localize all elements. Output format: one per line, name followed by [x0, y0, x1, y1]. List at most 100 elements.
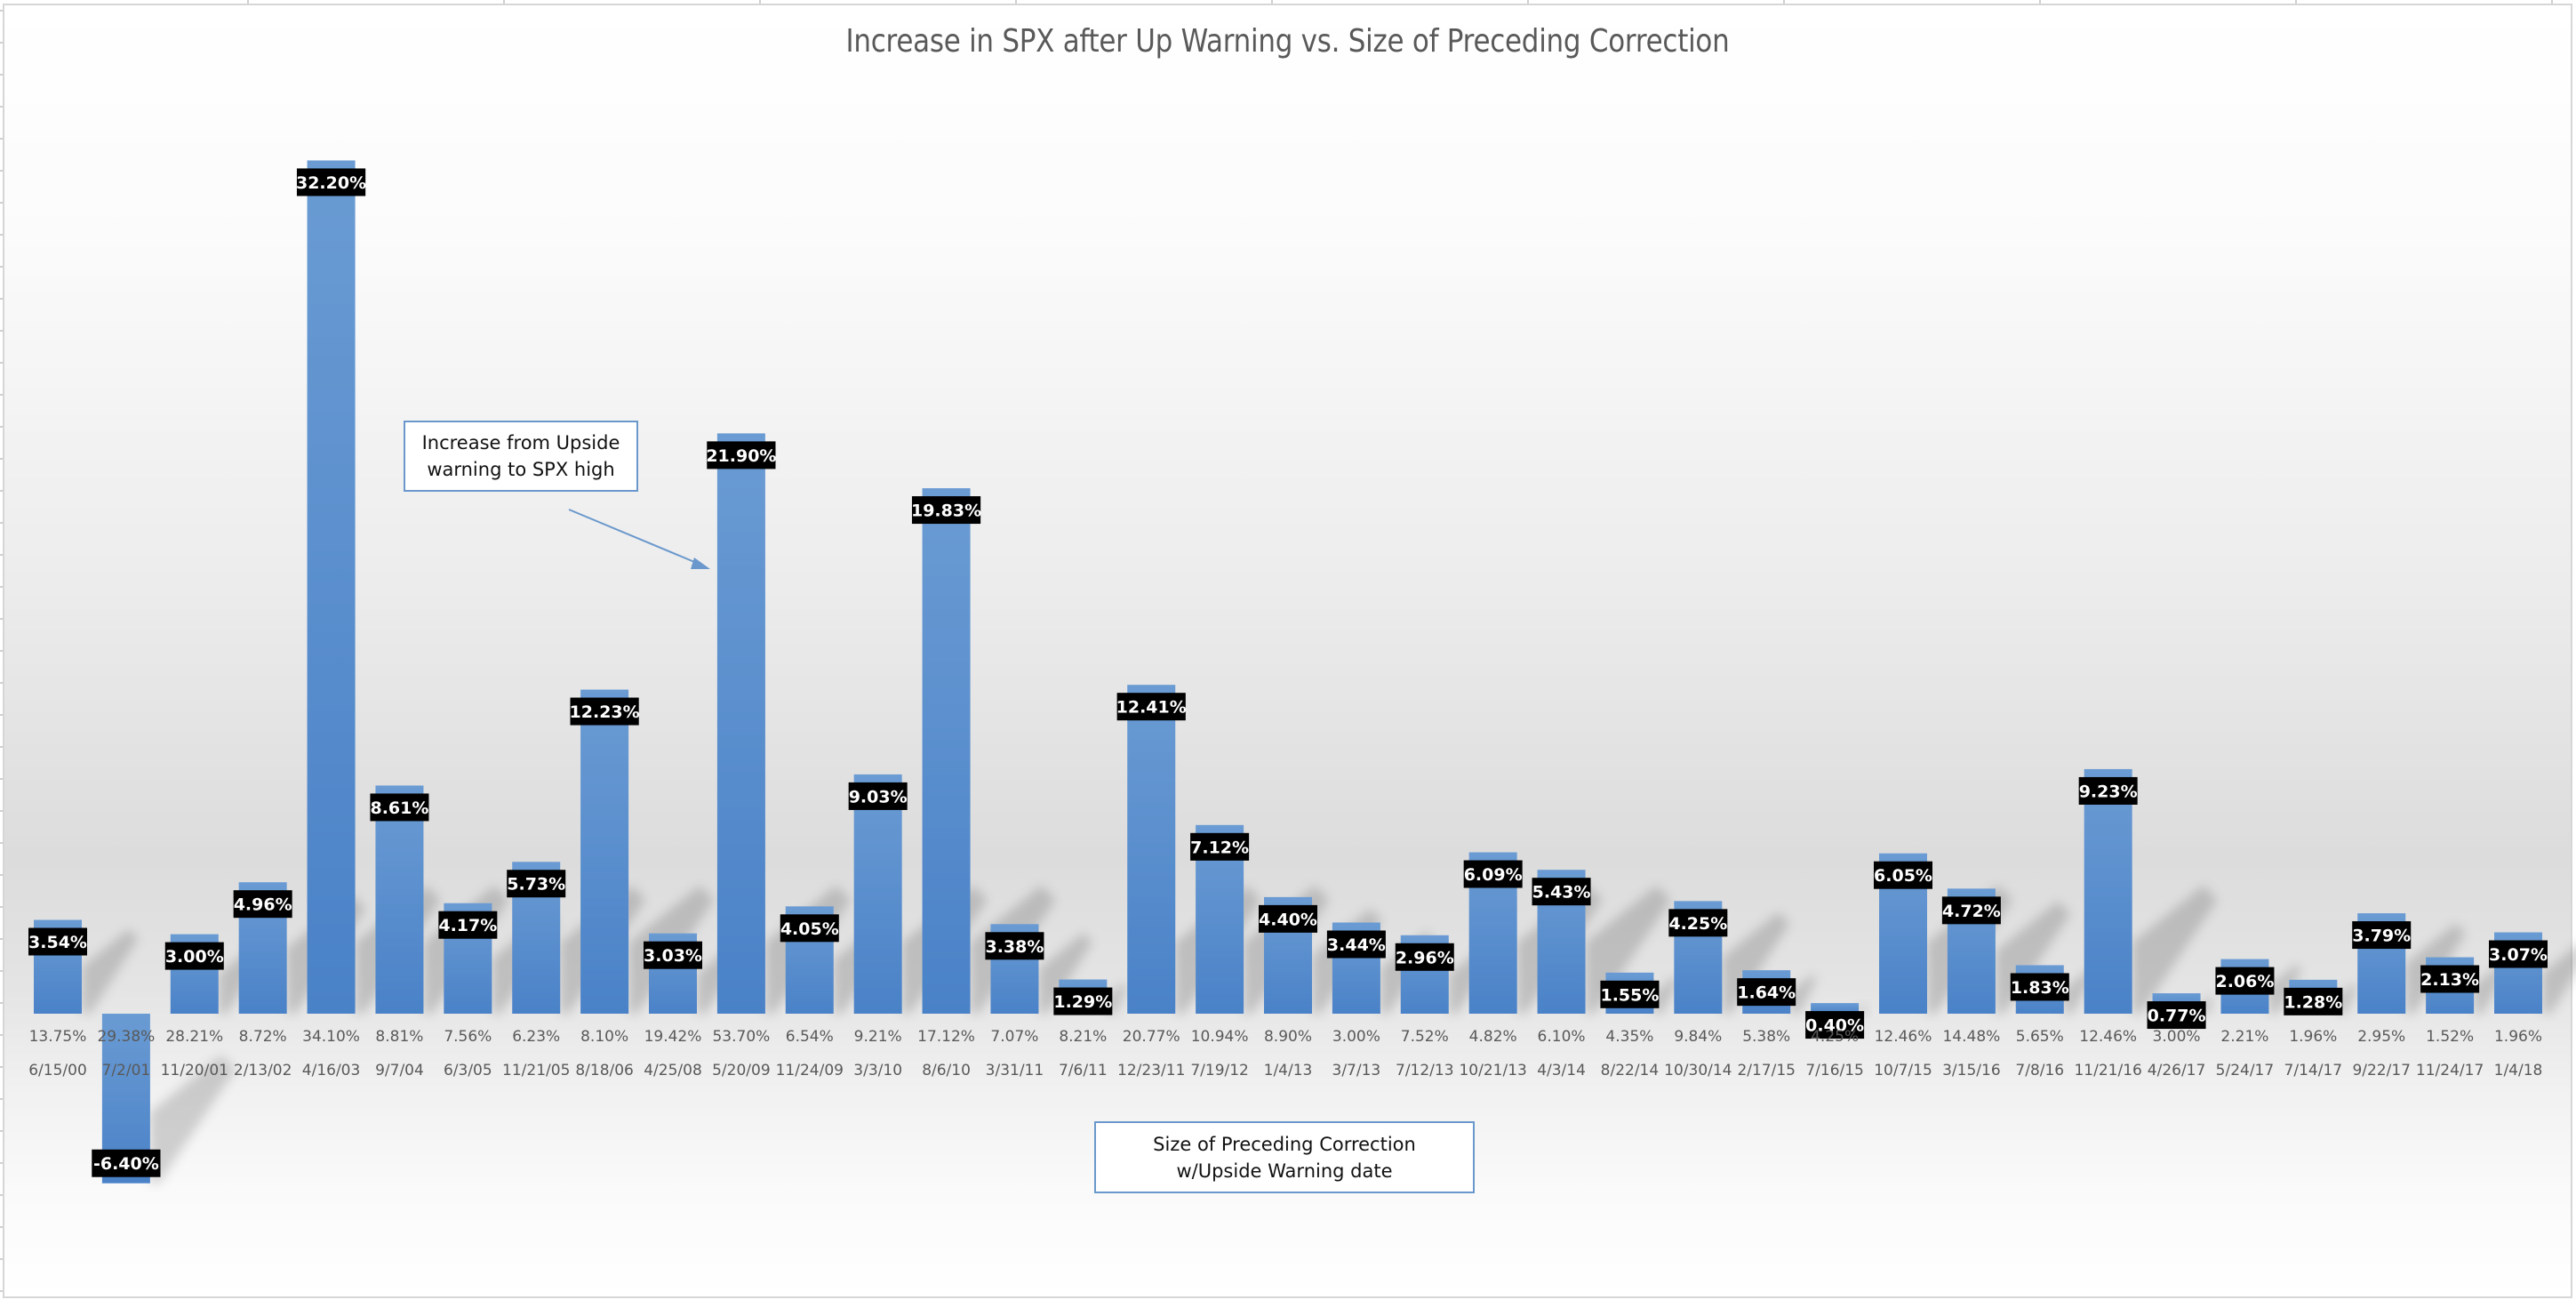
data-label-text: 12.23% [570, 702, 640, 722]
correction-size-label: 5.65% [2016, 1028, 2064, 1046]
correction-size-label: 20.77% [1123, 1028, 1180, 1046]
correction-size-label: 34.10% [302, 1028, 360, 1046]
bar-8/18/06[interactable] [580, 689, 629, 1014]
data-label-box [2489, 940, 2548, 968]
data-label-box [2352, 921, 2412, 950]
date-tick-label: 4/16/03 [302, 1062, 361, 1079]
data-label-box [707, 441, 776, 469]
bar-7/16/15[interactable] [1811, 1003, 1860, 1014]
correction-size-label: 8.90% [1264, 1028, 1312, 1046]
data-label-box [1326, 930, 1386, 959]
correction-size-label: 10.94% [1191, 1028, 1249, 1046]
date-tick-label: 6/3/05 [444, 1062, 492, 1079]
date-tick-label: 10/21/13 [1459, 1062, 1526, 1079]
date-tick-label: 3/7/13 [1332, 1062, 1381, 1079]
data-label-box [985, 932, 1044, 960]
date-tick-label: 3/31/11 [986, 1062, 1044, 1079]
data-label-box [1805, 1011, 1865, 1039]
data-label: 4.72% [1941, 896, 2001, 925]
axis-callout: Size of Preceding Correction w/Upside Wa… [1094, 1121, 1475, 1193]
data-label-text: 7.12% [1190, 838, 1249, 857]
data-label-box [2147, 1001, 2206, 1030]
bar-shadow [82, 929, 139, 1014]
data-label-text: 2.06% [2215, 972, 2274, 991]
correction-size-label: 5.38% [1742, 1028, 1790, 1046]
data-label-box [2010, 973, 2069, 1001]
correction-size-label: 1.52% [2426, 1028, 2474, 1046]
data-label: 19.83% [911, 496, 981, 525]
data-label-box [2078, 776, 2138, 805]
correction-size-label: 8.21% [1059, 1028, 1107, 1046]
data-label-text: 2.13% [2420, 970, 2479, 990]
data-label-text: 5.43% [1532, 883, 1591, 903]
data-label-box [2284, 987, 2343, 1015]
data-label-box [1053, 987, 1113, 1015]
data-label-text: 1.28% [2284, 992, 2342, 1012]
data-label-box [1737, 978, 1796, 1007]
data-label-text: 4.17% [438, 916, 497, 935]
data-label-text: 3.54% [28, 933, 87, 952]
date-tick-label: 12/23/11 [1117, 1062, 1185, 1079]
bar-4/16/03[interactable] [307, 160, 356, 1014]
data-label: 3.79% [2352, 921, 2412, 950]
data-label-text: 32.20% [296, 173, 366, 193]
data-label: 9.23% [2078, 776, 2138, 805]
data-label-text: 6.05% [1874, 866, 1932, 886]
date-tick-label: 1/4/13 [1264, 1062, 1313, 1079]
bar-shadow [2132, 886, 2218, 1014]
data-label: 3.07% [2489, 940, 2548, 968]
callout-arrow-head [691, 558, 710, 569]
data-label-box [1668, 909, 1728, 937]
date-tick-label: 4/3/14 [1537, 1062, 1586, 1079]
series-callout-line-1: Increase from Upside [421, 432, 620, 453]
data-label-text: 5.73% [507, 875, 565, 895]
bar-9/7/04[interactable] [375, 785, 424, 1014]
data-label: 9.03% [848, 782, 908, 810]
bar-5/20/09[interactable] [716, 433, 765, 1014]
date-tick-label: 7/2/01 [102, 1062, 151, 1079]
data-label: 3.54% [28, 927, 87, 956]
date-tick-label: 7/8/16 [2015, 1062, 2064, 1079]
date-tick-label: 4/25/08 [644, 1062, 702, 1079]
data-label: 21.90% [706, 441, 776, 469]
data-label: 3.00% [164, 942, 224, 970]
bar-12/23/11[interactable] [1127, 685, 1176, 1014]
data-label: 4.96% [233, 890, 292, 919]
data-label: -6.40% [92, 1149, 161, 1177]
data-label-box [780, 914, 839, 943]
data-label-box [1190, 832, 1250, 861]
data-label-box [1395, 943, 1454, 971]
bar-shadow [1653, 976, 1679, 1014]
data-label-text: 12.41% [1116, 698, 1187, 718]
correction-size-label: 8.10% [580, 1028, 628, 1046]
bar-11/21/16[interactable] [2084, 768, 2132, 1014]
bar-shadow [2542, 945, 2576, 1014]
data-label-box [1600, 980, 1660, 1008]
chart-area[interactable]: Increase in SPX after Up Warning vs. Siz… [3, 4, 2572, 1298]
data-label-box [507, 870, 566, 898]
data-label: 1.28% [2284, 987, 2343, 1015]
data-label-box [2215, 967, 2275, 995]
data-label-text: 4.40% [1259, 910, 1317, 929]
data-label-text: 4.05% [780, 919, 839, 939]
bar-8/6/10[interactable] [922, 488, 971, 1014]
data-label: 4.25% [1668, 909, 1728, 937]
data-labels: 3.54% -6.40% 3.00% 4.96% 32.20% 8.61% 4.17% 5.7… [28, 168, 2548, 1177]
bar-3/3/10[interactable] [853, 774, 902, 1014]
date-tick-label: 11/24/17 [2416, 1062, 2484, 1079]
series-callout-line-2: warning to SPX high [427, 459, 615, 480]
data-label: 2.06% [2215, 967, 2275, 995]
date-tick-label: 6/15/00 [28, 1062, 87, 1079]
date-tick-label: 5/20/09 [712, 1062, 771, 1079]
data-label-text: 1.83% [2011, 978, 2069, 998]
data-label-text: 0.40% [1805, 1016, 1864, 1036]
date-tick-label: 11/24/09 [776, 1062, 844, 1079]
data-label: 0.77% [2147, 1001, 2206, 1030]
data-label: 12.41% [1116, 693, 1187, 721]
correction-size-label: 17.12% [917, 1028, 975, 1046]
date-tick-label: 11/21/16 [2074, 1062, 2141, 1079]
data-label-box [570, 697, 639, 726]
data-label: 8.61% [370, 793, 429, 822]
data-label-box [1941, 896, 2001, 925]
